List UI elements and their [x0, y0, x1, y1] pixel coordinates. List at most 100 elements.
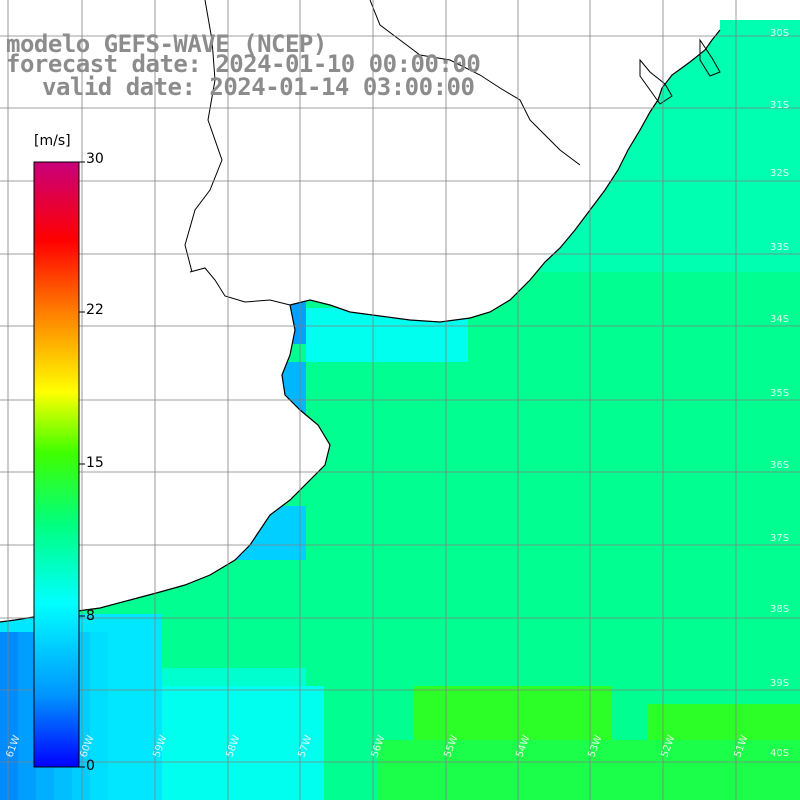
wind-cell: [774, 308, 793, 327]
wind-cell: [594, 560, 613, 579]
wind-cell: [18, 686, 37, 705]
wind-cell: [540, 758, 559, 777]
wind-cell: [450, 380, 469, 399]
wind-cell: [414, 650, 433, 669]
wind-cell: [522, 794, 541, 800]
wind-cell: [756, 560, 775, 579]
wind-cell: [486, 722, 505, 741]
wind-cell: [774, 632, 793, 651]
wind-cell: [306, 668, 325, 687]
wind-cell: [558, 632, 577, 651]
wind-cell: [684, 488, 703, 507]
wind-cell: [630, 416, 649, 435]
wind-cell: [558, 686, 577, 705]
wind-cell: [738, 290, 757, 309]
wind-cell: [756, 488, 775, 507]
wind-cell: [522, 488, 541, 507]
wind-cell: [702, 614, 721, 633]
wind-cell: [504, 308, 523, 327]
wind-cell: [450, 416, 469, 435]
wind-cell: [522, 416, 541, 435]
wind-cell: [720, 794, 739, 800]
wind-cell: [198, 686, 217, 705]
latitude-label: 36S: [770, 460, 789, 471]
wind-cell: [414, 524, 433, 543]
wind-cell: [378, 686, 397, 705]
wind-cell: [630, 398, 649, 417]
wind-cell: [504, 524, 523, 543]
wind-cell: [468, 398, 487, 417]
wind-cell: [18, 758, 37, 777]
wind-cell: [540, 686, 559, 705]
wind-cell: [792, 380, 800, 399]
wind-cell: [36, 776, 55, 795]
wind-cell: [720, 776, 739, 795]
wind-cell: [324, 308, 343, 327]
wind-cell: [504, 434, 523, 453]
wind-cell: [396, 794, 415, 800]
wind-cell: [198, 578, 217, 597]
wind-cell: [540, 560, 559, 579]
wind-cell: [90, 668, 109, 687]
wind-cell: [738, 686, 757, 705]
wind-cell: [630, 722, 649, 741]
wind-cell: [630, 146, 649, 165]
wind-cell: [162, 704, 181, 723]
wind-cell: [756, 362, 775, 381]
wind-cell: [234, 596, 253, 615]
wind-cell: [360, 686, 379, 705]
wind-cell: [378, 758, 397, 777]
wind-cell: [738, 38, 757, 57]
wind-cell: [558, 506, 577, 525]
wind-cell: [684, 254, 703, 273]
wind-cell: [216, 578, 235, 597]
wind-cell: [774, 362, 793, 381]
wind-cell: [396, 326, 415, 345]
wind-cell: [702, 146, 721, 165]
wind-cell: [792, 776, 800, 795]
wind-cell: [108, 704, 127, 723]
wind-cell: [324, 398, 343, 417]
wind-cell: [720, 614, 739, 633]
wind-cell: [450, 740, 469, 759]
wind-cell: [324, 650, 343, 669]
wind-cell: [630, 218, 649, 237]
wind-cell: [720, 344, 739, 363]
wind-cell: [738, 452, 757, 471]
wind-cell: [594, 740, 613, 759]
wind-cell: [666, 308, 685, 327]
wind-cell: [432, 524, 451, 543]
wind-cell: [126, 614, 145, 633]
wind-cell: [288, 776, 307, 795]
wind-cell: [684, 776, 703, 795]
wind-cell: [198, 632, 217, 651]
wind-cell: [666, 488, 685, 507]
wind-cell: [720, 272, 739, 291]
wind-cell: [666, 200, 685, 219]
wind-cell: [90, 722, 109, 741]
wind-cell: [144, 722, 163, 741]
wind-cell: [342, 344, 361, 363]
wind-cell: [648, 758, 667, 777]
wind-cell: [216, 722, 235, 741]
wind-cell: [648, 686, 667, 705]
wind-cell: [450, 452, 469, 471]
wind-cell: [504, 398, 523, 417]
wind-cell: [720, 740, 739, 759]
wind-cell: [396, 506, 415, 525]
wind-cell: [738, 218, 757, 237]
wind-cell: [612, 704, 631, 723]
wind-cell: [504, 794, 523, 800]
wind-cell: [396, 596, 415, 615]
wind-cell: [144, 704, 163, 723]
wind-cell: [684, 434, 703, 453]
wind-cell: [684, 74, 703, 93]
wind-cell: [396, 470, 415, 489]
wind-cell: [324, 542, 343, 561]
wind-cell: [522, 596, 541, 615]
wind-cell: [360, 668, 379, 687]
wind-cell: [738, 74, 757, 93]
wind-cell: [612, 776, 631, 795]
wind-cell: [702, 632, 721, 651]
wind-cell: [738, 92, 757, 111]
